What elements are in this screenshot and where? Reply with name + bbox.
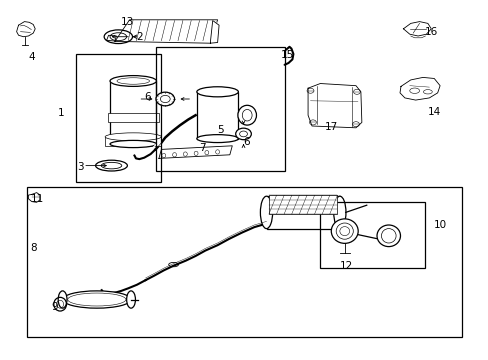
Polygon shape [17,22,35,37]
Text: 9: 9 [51,302,58,312]
Text: 6: 6 [243,137,250,147]
Ellipse shape [235,128,251,140]
Polygon shape [210,21,219,43]
Text: 12: 12 [339,261,352,271]
Ellipse shape [105,133,161,141]
Ellipse shape [62,291,131,308]
Text: 6: 6 [143,92,150,102]
Text: 13: 13 [121,17,134,27]
Ellipse shape [333,196,346,229]
Text: 4: 4 [28,51,35,62]
Polygon shape [115,20,217,43]
Text: 3: 3 [77,162,84,172]
Text: 11: 11 [30,194,43,204]
Ellipse shape [237,105,256,125]
Ellipse shape [331,219,357,243]
Bar [107,113,159,122]
Text: 10: 10 [433,220,447,230]
Text: 2: 2 [136,32,142,42]
Ellipse shape [110,76,156,86]
Ellipse shape [196,135,238,143]
Bar [110,81,156,144]
Ellipse shape [110,140,156,148]
Ellipse shape [58,291,67,308]
Polygon shape [106,35,116,41]
Polygon shape [399,77,439,100]
Bar [196,92,238,139]
Bar [268,195,337,214]
Ellipse shape [196,87,238,97]
Text: 14: 14 [427,107,440,117]
Polygon shape [307,84,361,128]
Ellipse shape [260,196,272,229]
Text: 5: 5 [217,125,224,135]
Bar [76,54,161,182]
Bar [155,47,285,171]
Polygon shape [403,22,430,36]
Bar [105,137,161,146]
Polygon shape [159,146,232,158]
Ellipse shape [126,291,135,308]
Bar [27,187,461,337]
Ellipse shape [376,225,400,247]
Ellipse shape [156,92,174,106]
Text: 17: 17 [325,122,338,132]
Bar [266,196,339,229]
Text: 16: 16 [424,27,437,37]
Text: 1: 1 [58,108,64,118]
Text: 7: 7 [199,143,206,153]
Bar [320,202,425,268]
Text: 15: 15 [281,50,294,60]
Polygon shape [28,193,40,202]
Text: 8: 8 [30,243,37,253]
